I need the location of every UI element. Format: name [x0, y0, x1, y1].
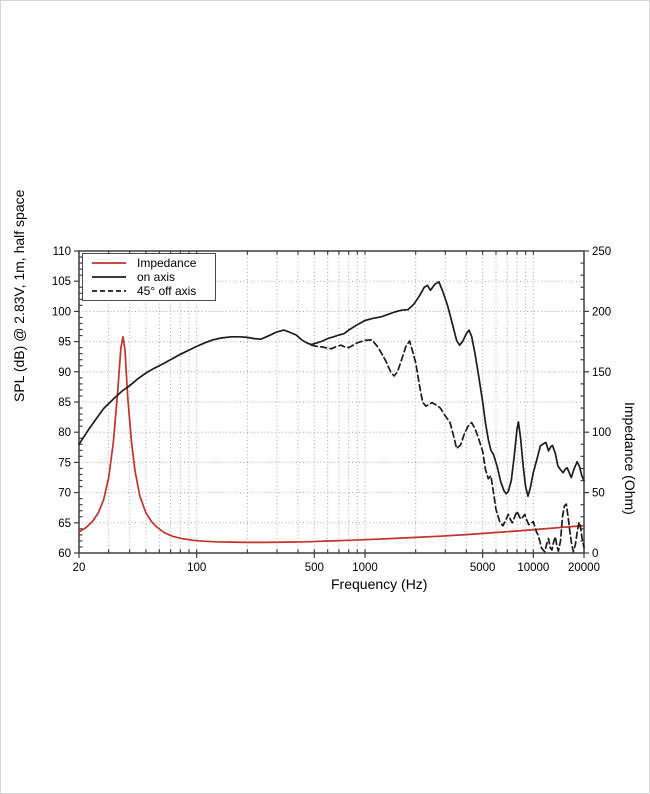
- x-tick-label: 100: [187, 562, 206, 574]
- y-left-tick-label: 105: [52, 276, 71, 288]
- x-tick-label: 500: [305, 562, 324, 574]
- series-on-axis-line: [78, 280, 585, 498]
- y-left-tick-label: 65: [58, 518, 71, 530]
- legend: Impedance on axis 45° off axis: [82, 253, 216, 301]
- legend-label-on-axis: on axis: [137, 270, 176, 284]
- y-right-tick-label: 150: [592, 367, 611, 379]
- on-axis-line-sample: [92, 276, 126, 278]
- series-45-off-axis-line: [310, 338, 585, 553]
- legend-label-impedance: Impedance: [137, 256, 197, 270]
- y-right-tick-label: 200: [592, 306, 611, 318]
- y-left-tick-label: 95: [58, 337, 71, 349]
- x-tick-label: 1000: [352, 562, 378, 574]
- y-left-tick-label: 110: [53, 246, 71, 258]
- y-left-tick-label: 60: [58, 548, 71, 560]
- impedance-line-sample: [92, 262, 126, 264]
- 45-off-axis-line-sample: [92, 290, 126, 292]
- y-right-tick-label: 0: [592, 548, 598, 560]
- x-tick-label: 20000: [568, 562, 600, 574]
- y-left-tick-label: 80: [58, 427, 71, 439]
- legend-item-impedance: Impedance: [91, 256, 215, 270]
- legend-item-45-off-axis: 45° off axis: [91, 284, 215, 298]
- y-left-tick-label: 75: [58, 457, 71, 469]
- y-right-tick-label: 50: [592, 488, 605, 500]
- x-tick-label: 10000: [517, 562, 549, 574]
- series-impedance-line: [78, 335, 585, 544]
- y-left-tick-label: 100: [52, 306, 71, 318]
- x-tick-label: 5000: [470, 562, 496, 574]
- legend-item-on-axis: on axis: [91, 270, 215, 284]
- y-left-tick-label: 85: [58, 397, 71, 409]
- y-left-tick-label: 90: [58, 367, 71, 379]
- y-left-tick-label: 70: [58, 488, 71, 500]
- legend-label-45-off-axis: 45° off axis: [137, 284, 197, 298]
- y-right-tick-label: 100: [592, 427, 611, 439]
- y-right-tick-label: 250: [592, 246, 611, 258]
- x-tick-label: 20: [73, 562, 86, 574]
